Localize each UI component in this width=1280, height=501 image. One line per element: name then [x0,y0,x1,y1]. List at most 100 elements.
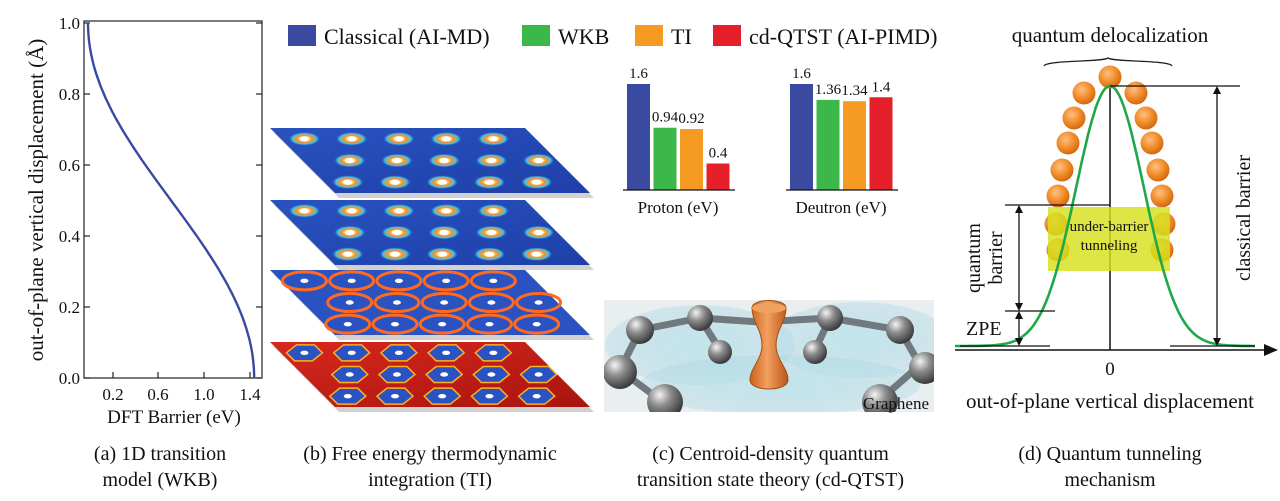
carbon-atom [862,384,898,412]
minimum-dot [439,229,450,236]
classical-barrier-label: classical barrier [1233,155,1255,281]
minimum-dot [347,278,356,284]
minimum-dot [342,179,353,185]
quantum-barrier-label-1: quantum [963,223,985,293]
minimum-dot [488,208,499,214]
minimum-dot [437,179,448,185]
legend-swatch-ti [635,25,663,46]
xtick-label-2: 1.0 [193,385,214,404]
ridge [420,292,468,313]
minimum-dot [440,300,449,305]
caption-c-line1: (c) Centroid-density quantum [652,443,889,465]
caption-a: (a) 1D transition model (WKB) [40,441,280,493]
minimum-dot [391,321,399,327]
carbon-atom [604,355,637,389]
bar-value-label: 0.4 [709,146,728,162]
minimum-dot [442,350,451,356]
minimum-dot [484,179,495,185]
arrowhead [1015,303,1023,311]
panel-d-xlabel: out-of-plane vertical displacement [966,389,1254,413]
bar-value-label: 1.4 [872,79,891,95]
under-barrier-label-1: under-barrier [1070,219,1149,235]
bead [1124,81,1148,105]
ridge [280,270,328,292]
minimum-dot [390,251,400,257]
delocalization-brace [1043,57,1173,67]
xtick-label-0: 0.2 [102,385,123,404]
barrier-curve [955,84,1255,348]
minimum-dot [343,393,352,399]
bar-chart-title: Proton (eV) [638,198,719,217]
bar-value-label: 0.94 [652,110,679,126]
carbon-atom [647,384,683,412]
panel-d-diagram: quantum delocalization under-barrier tun… [955,23,1278,413]
panel-a-xticks [112,372,251,378]
minimum-dot [442,278,451,284]
ridge [324,313,372,335]
ridge [371,313,419,335]
bead [1046,184,1070,208]
energy-surface-plate [270,342,594,412]
minimum-dot [342,251,353,257]
ridge [326,292,374,313]
ytick-label-4: 0.8 [59,85,80,104]
caption-a-line1: (a) 1D transition [93,443,227,465]
carbon-atom [708,340,732,364]
minimum-dot [439,157,450,164]
minimum-dot [391,157,402,164]
bar-value-label: 1.36 [815,82,842,98]
carbon-atom [909,352,934,384]
caption-d-line1: (d) Quantum tunneling [1018,443,1202,465]
minimum-dot [533,157,544,164]
bead [1146,158,1170,182]
panel-a-curve [86,23,256,379]
caption-b: (b) Free energy thermodynamic integratio… [270,441,590,493]
ytick-label-2: 0.4 [59,227,81,246]
legend-label-wkb: WKB [558,24,609,49]
carbon-atom [817,305,843,331]
minimum-dot [531,251,542,257]
minimum-dot [437,251,448,257]
quantum-barrier-label-2: barrier [985,231,1007,285]
panel-b-plates [270,128,594,412]
arrowhead [1015,311,1023,319]
ytick-label-3: 0.6 [59,156,80,175]
bar-deutron-0 [790,84,813,190]
minimum-dot [486,157,497,164]
minimum-dot [440,372,449,377]
panel-a-yticks [84,22,262,379]
bar-value-label: 1.6 [792,66,811,82]
legend-swatch-wkb [522,25,550,46]
minimum-dot [346,136,357,142]
isosurface-top [752,303,786,313]
caption-d-line2: mechanism [1064,469,1156,491]
legend-label-cdqtst: cd-QTST (AI-PIMD) [749,24,937,49]
minimum-dot [438,321,447,327]
minimum-dot [532,321,541,327]
minimum-dot [392,300,401,305]
bar-proton-0 [627,84,650,190]
energy-surface-plate [270,128,594,198]
minimum-dot [392,372,401,377]
ridge [375,270,423,292]
minimum-dot [346,208,357,214]
zpe-label: ZPE [966,318,1002,340]
minimum-dot [344,157,355,164]
origin-label: 0 [1105,359,1115,380]
panel-c-render [604,300,934,412]
carbon-atom [886,316,914,344]
bar-value-label: 0.92 [678,111,704,127]
xtick-label-3: 1.4 [239,385,261,404]
caption-c: (c) Centroid-density quantum transition … [598,441,943,493]
minimum-dot [487,300,496,305]
minimum-dot [344,229,355,236]
ridge [465,313,513,335]
minimum-dot [390,179,400,185]
caption-c-line2: transition state theory (cd-QTST) [636,469,905,491]
bead [1062,106,1086,130]
minimum-dot [441,208,452,214]
caption-d: (d) Quantum tunneling mechanism [980,441,1240,493]
bar-chart-proton: 1.6 0.94 0.92 0.4 Proton (eV) [623,66,735,217]
arrowhead [1015,338,1023,346]
